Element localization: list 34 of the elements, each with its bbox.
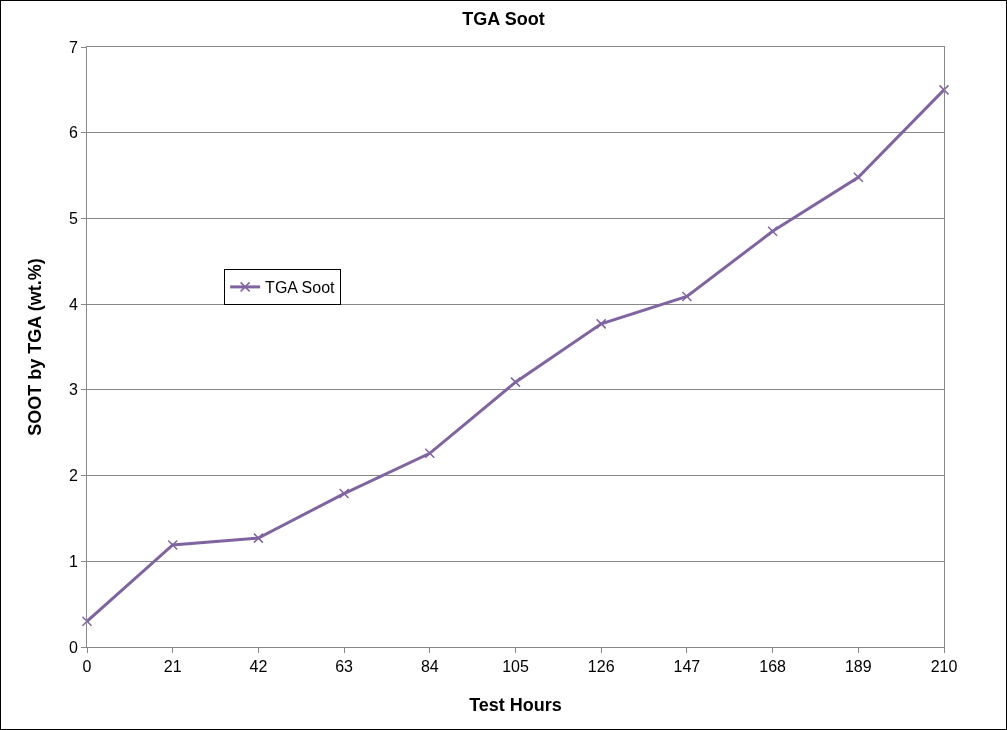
x-tick-label: 126 <box>587 658 615 676</box>
point <box>167 539 178 551</box>
point <box>510 376 521 388</box>
point <box>595 318 607 330</box>
point <box>853 172 864 183</box>
point <box>338 488 350 499</box>
legend-label: TGA Soot <box>265 279 336 297</box>
point <box>253 532 264 544</box>
x-tick-label: 42 <box>249 658 268 676</box>
y-axis-title: SOOT by TGA (wt.%) <box>25 258 45 436</box>
x-tick-label: 168 <box>759 658 787 676</box>
point <box>81 616 93 627</box>
chart-title: TGA Soot <box>462 8 545 29</box>
y-tick-label: 4 <box>68 295 78 313</box>
y-tick-label: 5 <box>68 210 78 228</box>
point <box>424 448 436 459</box>
x-tick-label: 147 <box>673 658 701 676</box>
x-tick-label: 84 <box>420 658 439 676</box>
y-tick-label: 1 <box>68 552 78 570</box>
y-tick-label: 7 <box>68 38 78 56</box>
x-tick-label: 189 <box>844 658 872 676</box>
point <box>938 84 950 96</box>
y-tick-label: 3 <box>68 381 78 399</box>
y-tick-label: 0 <box>68 638 78 656</box>
point <box>767 226 778 237</box>
x-tick-label: 0 <box>82 658 92 676</box>
y-tick-label: 6 <box>68 124 78 142</box>
x-tick-label: 63 <box>335 658 354 676</box>
point <box>681 291 693 302</box>
y-tick-label: 2 <box>68 467 78 485</box>
x-tick-label: 105 <box>502 658 529 676</box>
x-tick-label: 21 <box>163 658 182 676</box>
x-tick-label: 210 <box>930 658 958 676</box>
x-axis-title: Test Hours <box>469 695 562 715</box>
